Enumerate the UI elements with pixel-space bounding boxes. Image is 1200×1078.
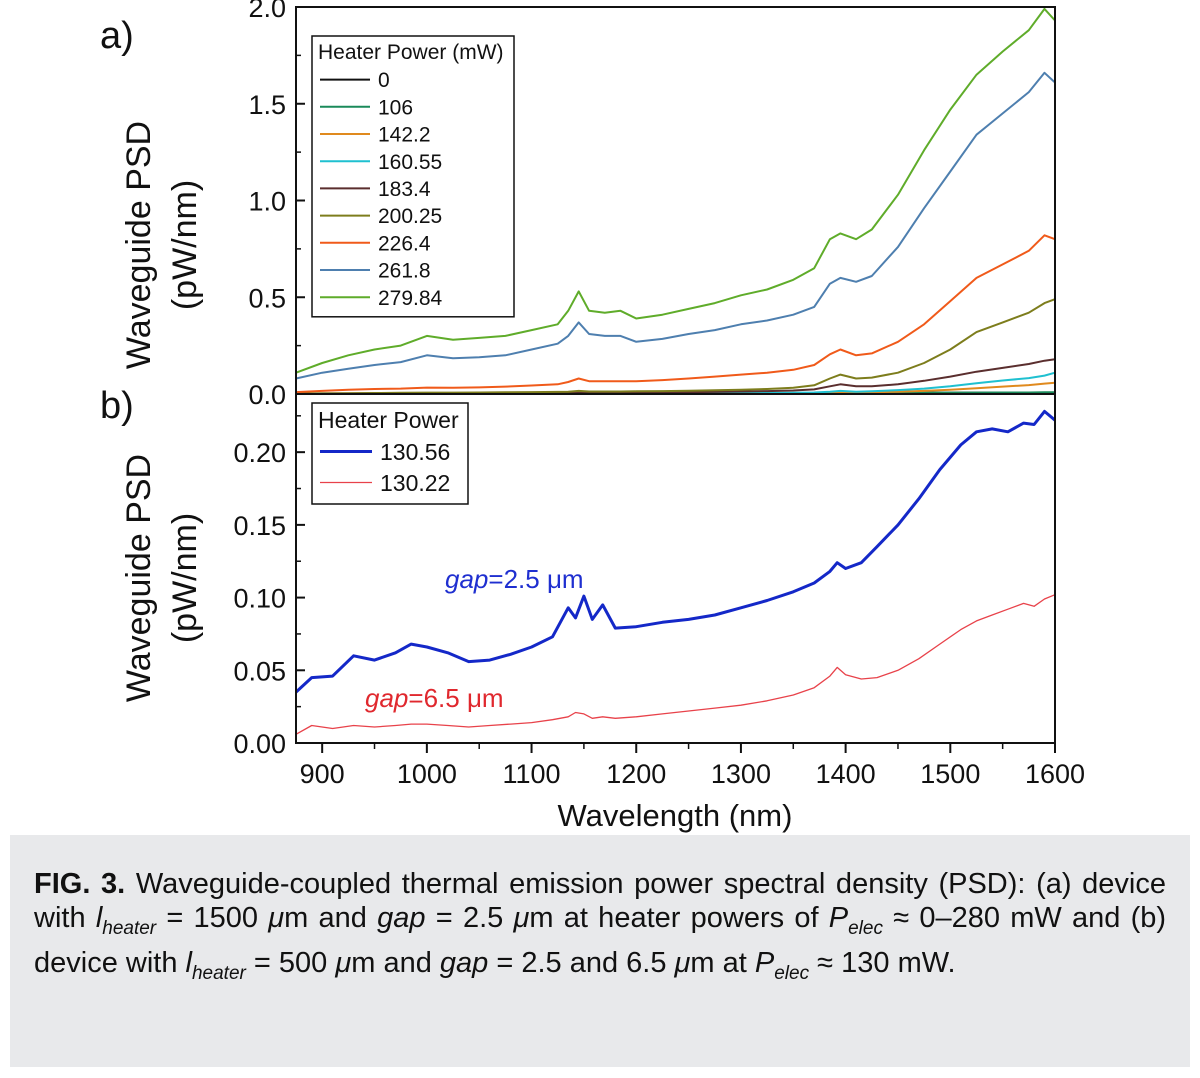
panel-a-legend: Heater Power (mW) 0 106 142.2 160.55 183.4 200… (311, 35, 515, 318)
legend-entry-a-6: 226.4 (378, 232, 431, 255)
xtick-label-0: 900 (300, 759, 345, 789)
caption-gap: gap (439, 946, 489, 979)
caption-l: l (95, 902, 103, 934)
annotation-gap-6-5-italic: gap (365, 683, 408, 713)
annotation-gap-6-5: gap=6.5 μm (365, 683, 504, 713)
caption-P: P (828, 902, 849, 934)
panel-b-series (294, 409, 1056, 735)
caption-elec-sub: elec (848, 917, 883, 939)
panel-b-frame (295, 393, 1056, 744)
caption-elec-sub: elec (774, 962, 810, 984)
caption-part: ≈ 130 mW. (809, 946, 956, 979)
panel-b-ylabel-line1: Waveguide PSD (120, 454, 158, 702)
panel-a: a) Waveguide PSD (pW/nm) 0.0 0.5 1.0 1.5 2.0… (100, 0, 1056, 410)
caption-part: m and (351, 946, 440, 979)
legend-entry-a-2: 142.2 (378, 124, 431, 147)
legend-entry-a-1: 106 (378, 96, 413, 119)
panel-b-ylabel: Waveguide PSD (pW/nm) (120, 454, 204, 702)
annotation-gap-2-5-italic: gap (445, 564, 488, 594)
xtick-label-5: 1400 (816, 759, 876, 789)
panel-b: b) Waveguide PSD (pW/nm) 0.00 0.05 0.10 0.1… (100, 385, 1085, 833)
xtick-label-6: 1500 (920, 759, 980, 789)
caption-part: = 500 (245, 946, 336, 979)
xtick-label-7: 1600 (1025, 759, 1085, 789)
ytick-label-a-4: 2.0 (248, 0, 286, 23)
caption-part: = 2.5 (425, 902, 514, 934)
ytick-label-b-3: 0.15 (233, 511, 286, 541)
xtick-label-1: 1000 (397, 759, 457, 789)
caption-l: l (185, 946, 192, 979)
caption-P: P (754, 946, 775, 979)
ytick-label-a-3: 1.5 (248, 90, 286, 120)
panel-a-ylabel: Waveguide PSD (pW/nm) (120, 121, 204, 369)
caption-heater-sub: heater (191, 962, 246, 984)
xtick-label-4: 1300 (711, 759, 771, 789)
caption-heater-sub: heater (102, 917, 157, 939)
x-axis-label: Wavelength (nm) (558, 798, 793, 833)
caption-box: FIG. 3. Waveguide-coupled thermal emissi… (10, 835, 1190, 1067)
ytick-label-a-1: 0.5 (248, 283, 286, 313)
figure-3: a) Waveguide PSD (pW/nm) 0.0 0.5 1.0 1.5 2.0… (100, 0, 1085, 833)
ytick-label-b-1: 0.05 (233, 656, 286, 686)
caption-mu: μ (513, 902, 530, 934)
ytick-label-b-0: 0.00 (233, 729, 286, 759)
legend-entry-b-0: 130.56 (380, 439, 450, 465)
x-axis: 900 1000 1100 1200 1300 1400 1500 1600 (300, 743, 1085, 789)
legend-entry-a-5: 200.25 (378, 205, 442, 228)
caption-mu: μ (335, 946, 352, 979)
legend-title-a: Heater Power (mW) (318, 41, 504, 64)
legend-box-b (311, 402, 469, 505)
caption-mu: μ (674, 946, 691, 979)
legend-entry-a-0: 0 (378, 69, 390, 92)
panel-b-label: b) (100, 385, 134, 427)
figure-caption: FIG. 3. Waveguide-coupled thermal emissi… (34, 867, 1166, 991)
panel-a-label: a) (100, 15, 134, 57)
legend-entry-a-7: 261.8 (378, 260, 431, 283)
legend-title-b: Heater Power (318, 407, 459, 433)
caption-part: = 2.5 and 6.5 (488, 946, 675, 979)
caption-part: m and (284, 902, 378, 934)
series-line-b-1 (295, 594, 1056, 735)
caption-part: Waveguide-coupled thermal emission power… (34, 868, 1166, 934)
legend-entry-b-1: 130.22 (380, 470, 450, 496)
annotation-gap-6-5-rest: =6.5 μm (408, 683, 503, 713)
series-line-a-5 (295, 298, 1056, 395)
ytick-label-a-0: 0.0 (248, 380, 286, 410)
caption-part: ≈ 0–280 mW and (b) device with (34, 902, 1167, 979)
series-line-a-7 (295, 71, 1056, 380)
series-line-a-6 (295, 234, 1056, 394)
panel-a-ylabel-line2: (pW/nm) (166, 180, 204, 310)
caption-gap: gap (377, 902, 426, 934)
xtick-label-2: 1100 (503, 759, 561, 789)
xtick-label-3: 1200 (606, 759, 666, 789)
annotation-gap-2-5: gap=2.5 μm (445, 564, 584, 594)
panel-b-ylabel-line2: (pW/nm) (166, 513, 204, 643)
legend-entry-a-8: 279.84 (378, 287, 443, 310)
series-line-a-8 (295, 7, 1056, 374)
ytick-label-a-2: 1.0 (248, 187, 286, 217)
caption-part: m at (690, 946, 755, 979)
panel-b-legend: Heater Power 130.56 130.22 (311, 402, 469, 505)
legend-entry-a-3: 160.55 (378, 151, 442, 174)
series-line-b-0 (294, 409, 1056, 694)
caption-label: FIG. 3. (34, 868, 126, 900)
ytick-label-b-4: 0.20 (233, 438, 286, 468)
panel-b-y-axis: 0.00 0.05 0.10 0.15 0.20 (233, 415, 305, 759)
panel-a-y-axis: 0.0 0.5 1.0 1.5 2.0 (248, 0, 305, 410)
ytick-label-b-2: 0.10 (233, 584, 286, 614)
panel-a-ylabel-line1: Waveguide PSD (120, 121, 158, 369)
caption-part: = 1500 (156, 902, 269, 934)
legend-entry-a-4: 183.4 (378, 178, 431, 201)
caption-part: m at heater powers of (529, 902, 829, 934)
annotation-gap-2-5-rest: =2.5 μm (488, 564, 583, 594)
caption-mu: μ (268, 902, 285, 934)
